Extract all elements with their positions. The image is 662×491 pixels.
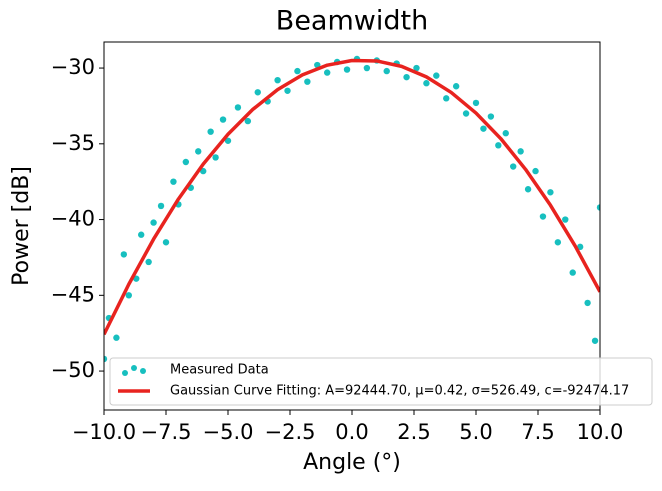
- data-point: [182, 158, 190, 166]
- x-tick-label: 7.5: [521, 420, 554, 444]
- data-point: [234, 104, 242, 111]
- data-point: [443, 95, 450, 102]
- x-axis-label: Angle (°): [303, 450, 401, 475]
- legend-marker: [140, 368, 146, 374]
- legend-label: Gaussian Curve Fitting: A=92444.70, μ=0.…: [170, 384, 629, 399]
- data-point: [383, 67, 390, 75]
- data-point: [363, 64, 371, 72]
- data-point: [162, 239, 170, 246]
- x-tick-label: 5.0: [459, 420, 492, 444]
- data-point: [284, 87, 291, 94]
- data-point: [487, 113, 495, 120]
- legend-box: [109, 357, 653, 406]
- data-point: [524, 186, 532, 193]
- y-axis-label: Power [dB]: [9, 166, 34, 286]
- data-point: [170, 178, 177, 185]
- data-point: [433, 72, 440, 79]
- plot-frame: [103, 41, 601, 411]
- data-point: [576, 243, 584, 251]
- plot-area: [104, 55, 600, 363]
- data-point: [200, 167, 207, 175]
- x-tick-label: 0.0: [335, 420, 368, 444]
- legend-marker: [122, 370, 128, 376]
- fit-line: [104, 58, 600, 336]
- data-point: [403, 73, 410, 81]
- legend-label: Measured Data: [170, 363, 269, 378]
- data-point: [584, 299, 591, 307]
- x-tick-label: −10.0: [72, 420, 136, 444]
- data-point: [343, 66, 351, 73]
- data-point: [562, 216, 569, 223]
- y-tick-label: −45: [51, 282, 95, 306]
- legend: Measured Data Gaussian Curve Fitting: A=9…: [109, 357, 653, 406]
- data-point: [569, 269, 576, 276]
- y-tick-label: −30: [51, 55, 95, 79]
- data-point: [510, 163, 517, 170]
- data-point: [413, 64, 420, 72]
- data-point: [219, 116, 227, 123]
- data-point: [195, 148, 202, 155]
- data-point: [244, 117, 252, 125]
- x-tick-label: −5.0: [203, 420, 254, 444]
- data-point: [207, 128, 214, 135]
- data-point: [150, 219, 157, 226]
- data-point: [452, 83, 460, 90]
- data-point: [120, 251, 128, 258]
- data-point: [591, 337, 599, 344]
- data-point: [113, 334, 120, 341]
- data-point: [138, 231, 145, 238]
- chart-title: Beamwidth: [276, 6, 428, 37]
- data-point: [324, 69, 331, 76]
- data-point: [539, 213, 547, 220]
- data-point: [517, 148, 524, 155]
- data-point: [224, 137, 232, 144]
- data-point: [145, 258, 152, 266]
- x-tick-label: 10.0: [577, 420, 624, 444]
- data-point: [304, 78, 311, 85]
- data-point: [462, 110, 470, 117]
- data-point: [495, 142, 502, 149]
- y-tick-label: −35: [51, 131, 95, 155]
- y-tick-label: −50: [51, 358, 95, 382]
- y-tick-label: −40: [51, 207, 95, 231]
- data-point: [125, 292, 132, 299]
- x-tick-label: −7.5: [141, 420, 192, 444]
- data-point: [472, 99, 480, 107]
- data-point: [554, 239, 562, 246]
- data-point: [212, 154, 219, 161]
- data-point: [423, 80, 430, 87]
- data-point: [254, 89, 261, 96]
- legend-marker: [131, 365, 137, 371]
- data-point: [294, 67, 301, 75]
- data-point: [274, 76, 281, 84]
- x-tick-label: 2.5: [397, 420, 430, 444]
- x-tick-label: −2.5: [265, 420, 316, 444]
- data-point: [104, 355, 108, 363]
- data-point: [532, 167, 539, 175]
- data-point: [157, 202, 165, 210]
- data-point: [596, 204, 600, 211]
- data-point: [502, 130, 509, 137]
- data-point: [547, 189, 554, 196]
- data-point: [480, 125, 487, 132]
